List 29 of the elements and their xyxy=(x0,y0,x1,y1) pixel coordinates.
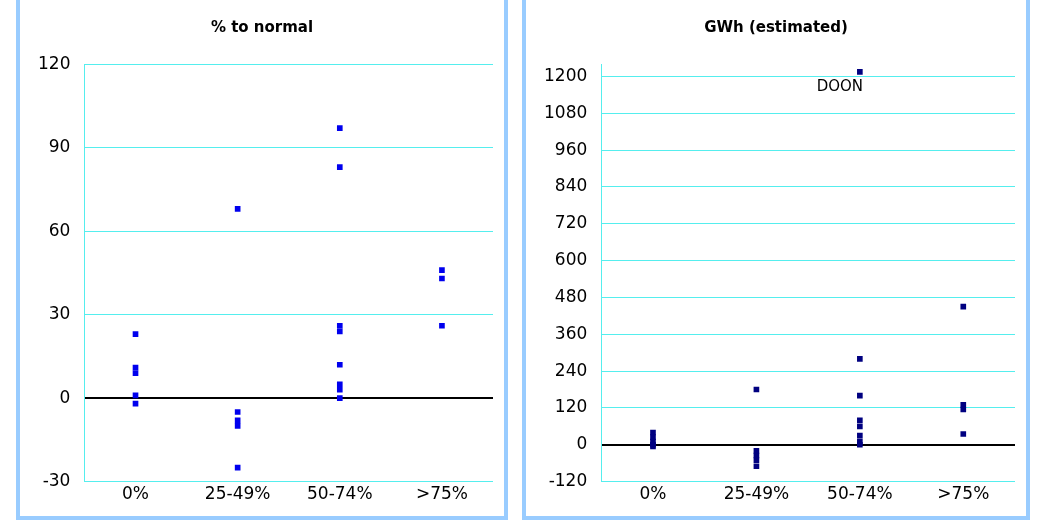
y-tick-label: 1080 xyxy=(544,101,588,122)
y-tick-label: 600 xyxy=(554,249,588,270)
chart-title: % to normal xyxy=(209,18,315,36)
y-tick-label: -120 xyxy=(548,470,588,491)
x-tick-label: 0% xyxy=(122,483,150,504)
y-tick-label: 120 xyxy=(554,396,588,417)
y-tick-label: 1200 xyxy=(544,64,588,85)
y-tick-label: 0 xyxy=(59,386,71,407)
annotation: DOON xyxy=(816,77,864,96)
y-tick-label: 30 xyxy=(48,303,71,324)
y-tick-label: 0 xyxy=(576,433,588,454)
x-tick-label: 25-49% xyxy=(723,483,790,504)
y-tick-label: 480 xyxy=(554,285,588,306)
x-tick-label: 50-74% xyxy=(827,483,893,504)
y-tick-label: 120 xyxy=(37,52,71,73)
y-tick-label: -30 xyxy=(42,470,71,491)
x-tick-label: >75% xyxy=(937,483,990,504)
y-tick-label: 840 xyxy=(554,175,588,196)
x-tick-label: >75% xyxy=(415,483,468,504)
y-tick-label: 240 xyxy=(554,359,588,380)
y-tick-label: 720 xyxy=(554,212,588,233)
x-tick-label: 50-74% xyxy=(307,483,373,504)
y-tick-label: 360 xyxy=(554,322,588,343)
y-tick-label: 90 xyxy=(48,136,71,157)
y-tick-label: 960 xyxy=(554,138,588,159)
chart-title: GWh (estimated) xyxy=(703,18,849,36)
x-tick-label: 0% xyxy=(639,483,667,504)
x-tick-label: 25-49% xyxy=(204,483,271,504)
y-tick-label: 60 xyxy=(48,219,71,240)
